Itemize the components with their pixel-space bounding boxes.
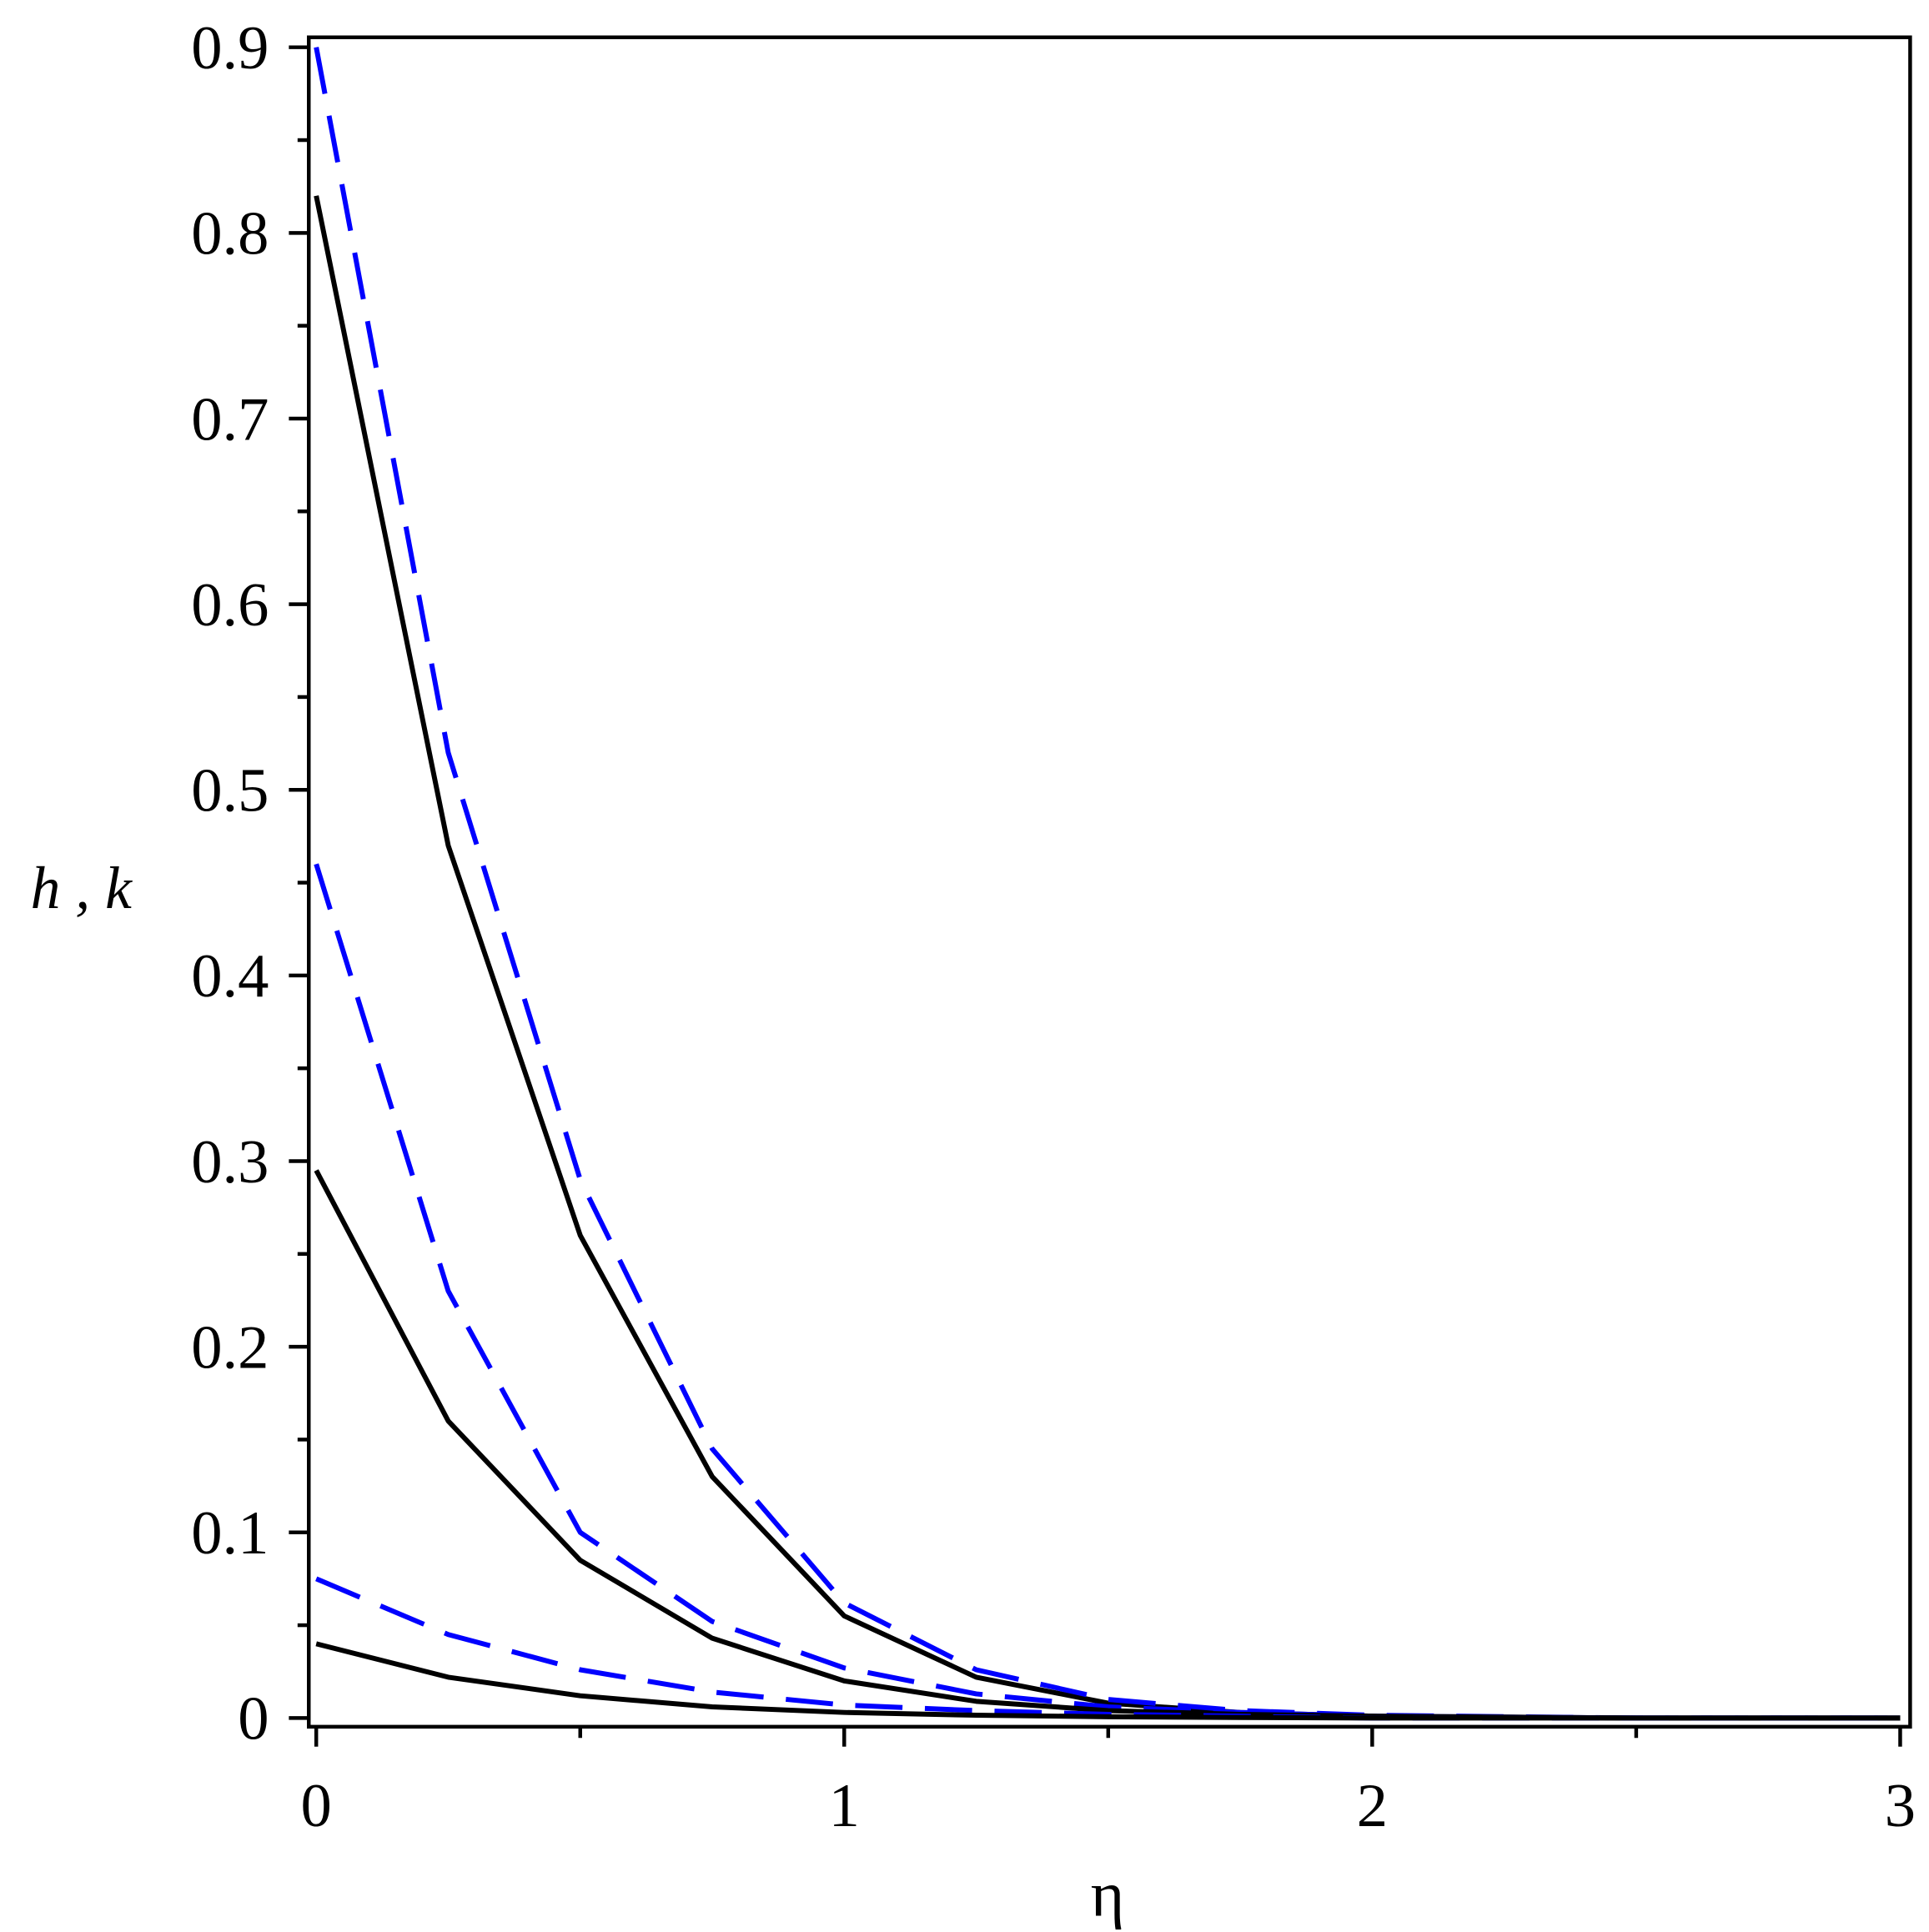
series-line xyxy=(314,1169,1901,1721)
y-tick-label: 0.7 xyxy=(191,385,269,454)
y-tick-label: 0 xyxy=(238,1685,269,1754)
series-line xyxy=(314,863,1901,1721)
y-tick-label: 0.1 xyxy=(191,1499,269,1568)
y-tick-label: 0.5 xyxy=(191,757,269,825)
x-tick-label: 2 xyxy=(1357,1772,1388,1840)
series-line xyxy=(315,1641,1901,1721)
y-tick-label: 0.4 xyxy=(191,942,269,1011)
y-tick-label: 0.2 xyxy=(191,1313,269,1382)
y-tick-label: 0.3 xyxy=(191,1128,269,1197)
y-axis-label: h , k xyxy=(31,856,133,921)
y-tick-label: 0.8 xyxy=(191,200,269,268)
series-line xyxy=(315,1576,1901,1721)
x-tick-label: 3 xyxy=(1885,1772,1916,1840)
x-tick-label: 1 xyxy=(829,1772,860,1840)
x-tick-label: 0 xyxy=(301,1772,332,1840)
x-axis-label: η xyxy=(1091,1859,1125,1930)
y-tick-label: 0.9 xyxy=(191,14,269,83)
series-line xyxy=(314,195,1901,1721)
series-line xyxy=(314,47,1901,1721)
y-tick-label: 0.6 xyxy=(191,571,269,640)
